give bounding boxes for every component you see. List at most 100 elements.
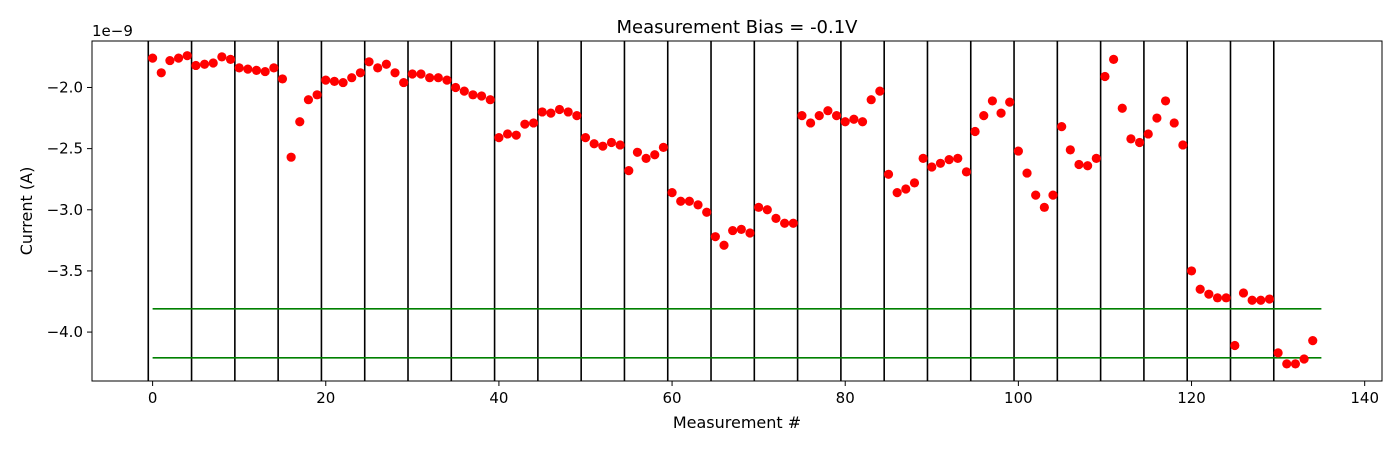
data-point: [1264, 294, 1275, 304]
data-point: [537, 107, 547, 117]
data-point: [1160, 96, 1171, 106]
data-point: [1083, 161, 1093, 171]
data-point: [1005, 97, 1015, 107]
data-point: [1057, 122, 1067, 132]
data-point: [979, 111, 989, 121]
data-point: [641, 153, 651, 164]
data-point: [407, 69, 417, 79]
data-point: [1230, 340, 1240, 351]
data-point: [494, 133, 504, 143]
horizontal-reference-lines: [152, 308, 1322, 359]
data-point: [451, 82, 461, 93]
data-point: [745, 228, 755, 238]
x-tick-label: 140: [1350, 389, 1379, 407]
data-point: [866, 95, 876, 105]
data-point: [736, 224, 746, 234]
data-point: [416, 69, 426, 79]
data-point: [728, 225, 738, 236]
data-point: [901, 184, 911, 194]
data-point: [710, 232, 720, 242]
data-point: [892, 188, 902, 198]
data-point: [702, 207, 712, 217]
data-point: [1290, 359, 1301, 369]
data-point: [927, 162, 937, 172]
data-point: [191, 60, 201, 71]
data-point: [165, 55, 175, 66]
data-point: [425, 73, 435, 83]
data-point: [295, 117, 305, 127]
data-point: [589, 139, 599, 149]
x-axis-ticks: 0 20 40 60 80 100 120 140: [148, 381, 1379, 407]
data-point: [650, 150, 660, 160]
data-point: [1238, 288, 1249, 298]
data-point: [1299, 354, 1309, 364]
data-point: [693, 200, 703, 210]
data-point: [269, 63, 279, 73]
data-point: [1282, 359, 1292, 369]
y-axis-label: Current (A): [17, 167, 36, 256]
data-point: [182, 51, 192, 61]
data-point: [243, 64, 253, 74]
data-point: [987, 96, 998, 106]
data-point: [476, 91, 487, 101]
data-point: [598, 141, 608, 151]
data-point: [788, 218, 798, 228]
data-point: [953, 153, 963, 164]
data-point: [156, 68, 166, 78]
data-point: [1039, 202, 1049, 212]
data-point: [996, 108, 1006, 118]
data-point: [771, 213, 781, 223]
data-point: [1048, 190, 1058, 200]
data-point: [1065, 145, 1075, 155]
data-point: [1100, 71, 1110, 82]
data-point: [1091, 153, 1101, 164]
data-point: [260, 66, 270, 77]
x-tick-label: 120: [1177, 389, 1206, 407]
data-point: [840, 117, 850, 127]
data-point: [1143, 129, 1153, 139]
data-point: [1013, 146, 1023, 156]
data-point: [831, 111, 842, 121]
data-point: [1221, 293, 1231, 303]
data-point: [234, 63, 244, 73]
data-point: [970, 126, 980, 137]
y-tick-label: −2.0: [47, 78, 83, 96]
data-point: [1247, 295, 1257, 305]
x-tick-label: 60: [663, 389, 682, 407]
data-point: [797, 111, 807, 121]
data-point: [823, 106, 833, 116]
data-point: [1204, 289, 1214, 299]
data-point: [918, 153, 928, 164]
data-point: [909, 178, 920, 188]
data-point: [684, 196, 694, 206]
y-axis-offset-text: 1e−9: [92, 22, 133, 40]
data-point: [883, 169, 894, 179]
data-point: [502, 129, 513, 139]
data-point: [624, 166, 634, 176]
data-point: [1022, 168, 1032, 178]
data-point: [780, 218, 790, 228]
data-point: [961, 167, 972, 177]
data-point: [1126, 134, 1136, 144]
data-point: [875, 86, 885, 96]
data-point: [390, 68, 400, 78]
data-point: [1195, 284, 1205, 294]
x-tick-label: 80: [836, 389, 855, 407]
chart-title: Measurement Bias = -0.1V: [616, 17, 858, 38]
data-point: [754, 202, 764, 212]
data-point: [572, 111, 582, 121]
x-tick-label: 20: [316, 389, 335, 407]
data-point: [615, 140, 625, 150]
data-point: [676, 196, 686, 206]
data-point: [1117, 103, 1127, 113]
data-point: [857, 117, 868, 127]
data-point: [814, 111, 824, 121]
data-point: [355, 68, 365, 78]
y-tick-label: −4.0: [47, 323, 83, 341]
data-point: [347, 73, 357, 83]
x-axis-label: Measurement #: [673, 413, 801, 432]
data-point: [399, 77, 409, 88]
y-tick-label: −2.5: [47, 140, 83, 158]
data-point: [667, 188, 677, 198]
data-point: [632, 147, 643, 157]
